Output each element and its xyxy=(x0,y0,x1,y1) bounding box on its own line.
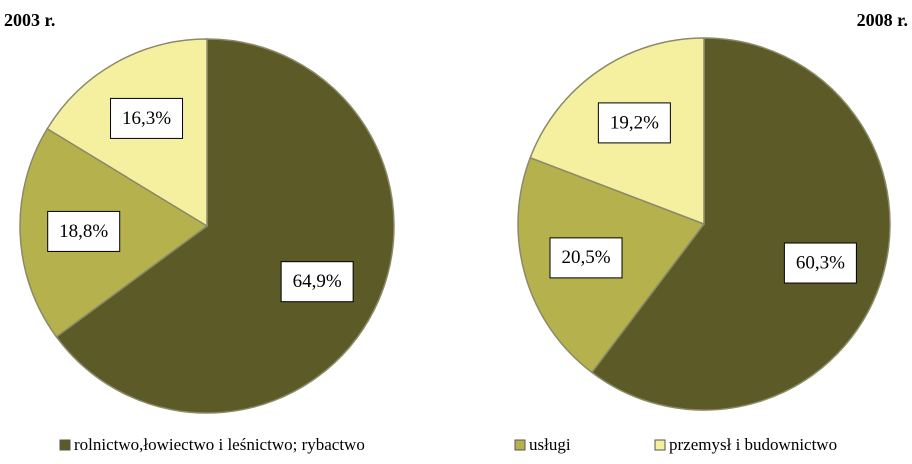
label-box xyxy=(783,242,857,284)
label-box xyxy=(597,102,671,144)
chart-title: 2008 r. xyxy=(857,10,908,30)
legend-swatch xyxy=(59,439,71,451)
data-label: 64,9% xyxy=(293,271,342,292)
label-box xyxy=(549,237,623,279)
legend-label: usługi xyxy=(529,435,571,454)
label-box xyxy=(110,97,184,139)
chart-title: 2003 r. xyxy=(4,10,55,30)
pie-slice xyxy=(590,37,891,411)
legend-label: rolnictwo,łowiectwo i leśnictwo; rybactw… xyxy=(74,435,365,454)
data-label: 20,5% xyxy=(561,247,610,268)
legend-swatch xyxy=(654,439,666,451)
label-box xyxy=(280,261,354,303)
data-label: 19,2% xyxy=(610,112,659,133)
pie-slice xyxy=(55,38,395,414)
data-label: 60,3% xyxy=(796,252,845,273)
data-label: 16,3% xyxy=(122,108,171,129)
legend-label: przemysł i budownictwo xyxy=(669,435,837,454)
label-box xyxy=(47,210,121,252)
data-label: 18,8% xyxy=(59,221,108,242)
legend-swatch xyxy=(514,439,526,451)
